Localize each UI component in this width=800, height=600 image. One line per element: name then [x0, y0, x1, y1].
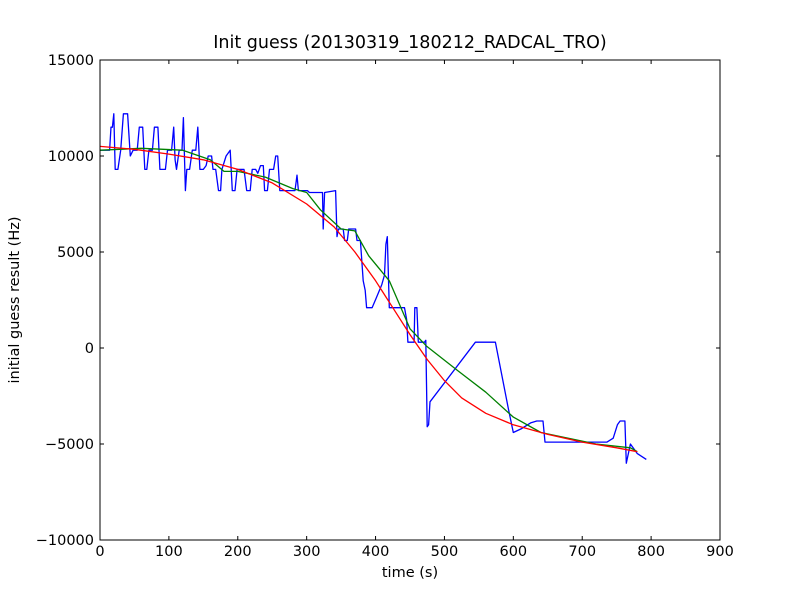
y-tick-label: 15000 [48, 53, 94, 69]
y-tick-label: −5000 [45, 437, 94, 453]
x-tick-label: 0 [95, 544, 104, 560]
x-tick-label: 900 [706, 544, 734, 560]
y-tick-label: 10000 [48, 149, 94, 165]
y-tick-label: 0 [85, 341, 94, 357]
x-tick-label: 200 [224, 544, 252, 560]
x-tick-label: 500 [431, 544, 459, 560]
x-tick-label: 800 [637, 544, 665, 560]
x-tick-label: 700 [568, 544, 596, 560]
y-axis: −10000 −5000 0 5000 10000 15000 [36, 53, 720, 549]
series-line-1 [100, 113, 647, 464]
x-tick-label: 600 [499, 544, 527, 560]
plot-area [99, 113, 647, 464]
series-layer [99, 113, 647, 464]
x-axis: 0 100 200 300 400 500 600 700 800 900 [95, 60, 734, 560]
x-axis-label: time (s) [382, 565, 438, 581]
y-tick-label: −10000 [36, 533, 94, 549]
y-tick-label: 5000 [57, 245, 94, 261]
x-tick-label: 100 [155, 544, 183, 560]
chart-title: Init guess (20130319_180212_RADCAL_TRO) [213, 33, 607, 53]
x-tick-label: 300 [293, 544, 321, 560]
y-axis-label: initial guess result (Hz) [7, 217, 23, 384]
series-line-3 [99, 145, 638, 453]
axes-frame [99, 59, 721, 541]
x-tick-label: 400 [362, 544, 390, 560]
